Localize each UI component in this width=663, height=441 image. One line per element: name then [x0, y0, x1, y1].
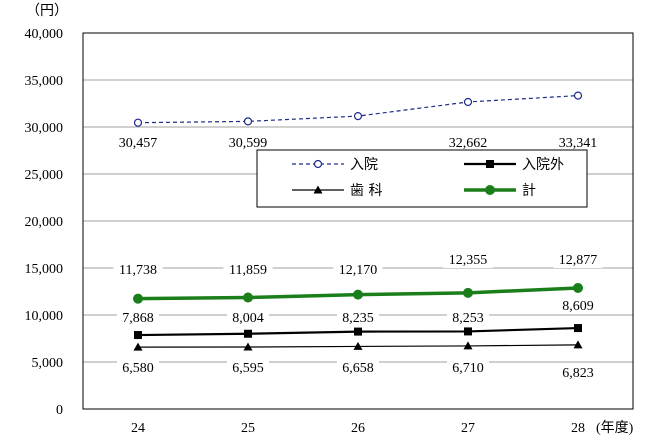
data-point	[134, 331, 142, 340]
y-tick-label: 25,000	[25, 168, 64, 183]
y-tick-label: 40,000	[25, 27, 64, 42]
legend-box	[256, 149, 588, 208]
data-point	[353, 341, 363, 350]
data-point	[463, 97, 473, 107]
data-label-bg	[443, 251, 493, 268]
data-label: 6,580	[122, 361, 154, 376]
data-point	[574, 324, 582, 333]
data-label-bg	[553, 134, 603, 151]
data-label: 11,859	[229, 263, 267, 278]
data-point	[573, 91, 583, 100]
data-label-bg	[117, 309, 159, 326]
data-point	[353, 289, 363, 300]
data-label-bg	[333, 261, 383, 278]
data-label-bg	[117, 359, 159, 376]
x-tick-label: 28	[571, 421, 585, 436]
y-tick-label: 15,000	[25, 262, 64, 277]
x-axis-unit: (年度)	[596, 420, 634, 436]
data-label: 12,355	[449, 253, 488, 268]
data-label-bg	[447, 309, 489, 326]
series-group	[133, 91, 583, 351]
x-tick-label: 26	[351, 421, 365, 436]
y-axis-ticks: 0 5,000 10,000 15,000 20,000 25,000 30,000 35,0…	[25, 27, 64, 418]
data-label-bg	[223, 134, 273, 151]
x-axis-ticks: 24 25 26 27 28	[131, 421, 585, 436]
data-point	[463, 287, 473, 298]
data-point	[133, 293, 143, 304]
data-point	[463, 341, 473, 350]
data-label-bg	[443, 134, 493, 151]
y-tick-label: 20,000	[25, 215, 64, 230]
data-label-bg	[337, 359, 379, 376]
legend-marker	[313, 185, 323, 194]
data-point	[133, 342, 143, 351]
data-label: 6,823	[562, 366, 594, 381]
data-point	[133, 118, 143, 127]
data-label-bg	[447, 359, 489, 376]
data-point	[353, 111, 363, 121]
data-labels: 30,45730,59931,16032,66233,3417,8688,004…	[113, 134, 603, 381]
data-point	[354, 327, 362, 336]
data-point	[464, 327, 472, 336]
data-label-bg	[557, 297, 599, 314]
data-label: 6,658	[342, 361, 374, 376]
legend-label: 歯 科	[350, 183, 382, 199]
data-label-bg	[557, 364, 599, 381]
data-label: 8,235	[342, 311, 374, 326]
data-label-bg	[553, 251, 603, 268]
data-point	[243, 292, 253, 303]
data-point	[243, 342, 253, 351]
legend-marker	[313, 159, 323, 169]
data-label-bg	[113, 261, 163, 278]
legend-label: 計	[522, 183, 536, 199]
y-axis-unit: （円）	[26, 3, 68, 19]
data-label: 30,457	[119, 136, 158, 151]
y-tick-label: 30,000	[25, 121, 64, 136]
data-label: 33,341	[559, 136, 598, 151]
data-label: 8,609	[562, 299, 594, 314]
data-point	[244, 329, 252, 338]
x-tick-label: 24	[131, 421, 145, 436]
x-tick-label: 25	[241, 421, 255, 436]
data-label: 6,710	[452, 361, 484, 376]
data-label-bg	[113, 134, 163, 151]
legend-label: 入院	[350, 157, 378, 173]
data-label-bg	[227, 309, 269, 326]
data-label: 12,877	[559, 253, 598, 268]
data-label: 32,662	[449, 136, 488, 151]
data-label-bg	[223, 261, 273, 278]
data-label: 11,738	[119, 263, 157, 278]
data-label: 6,595	[232, 361, 264, 376]
legend-marker	[485, 185, 495, 195]
data-point	[573, 340, 583, 349]
plot-frame	[82, 32, 634, 410]
data-label: 30,599	[229, 136, 268, 151]
data-label-bg	[337, 309, 379, 326]
x-tick-label: 27	[461, 421, 475, 436]
y-tick-label: 0	[56, 403, 63, 418]
data-point	[243, 117, 253, 126]
y-tick-label: 5,000	[32, 356, 64, 371]
data-label: 12,170	[339, 263, 378, 278]
y-tick-label: 35,000	[25, 74, 64, 89]
data-label-bg	[227, 359, 269, 376]
data-label: 7,868	[122, 311, 154, 326]
data-label: 8,253	[452, 311, 484, 326]
legend-label: 入院外	[522, 157, 564, 173]
y-tick-label: 10,000	[25, 309, 64, 324]
data-label: 8,004	[232, 311, 264, 326]
legend-marker	[486, 160, 494, 168]
data-point	[573, 282, 583, 293]
